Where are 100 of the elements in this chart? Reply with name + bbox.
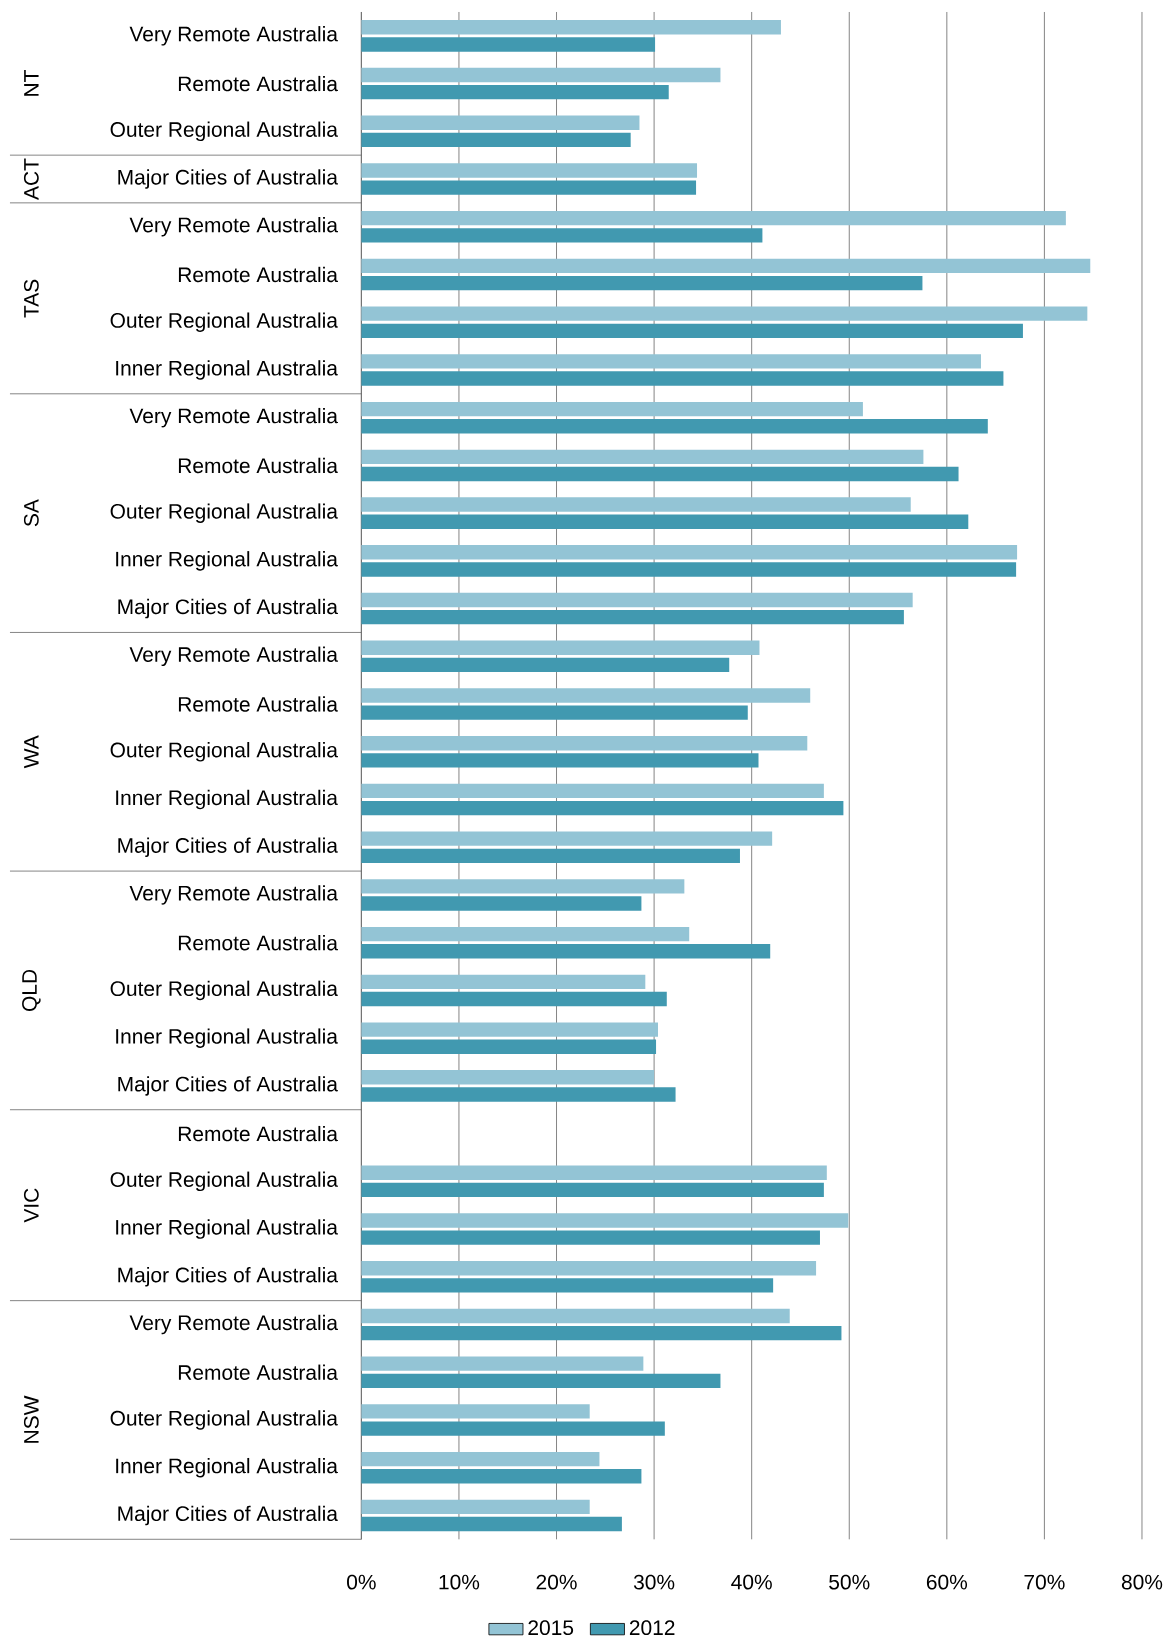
y-tick-label: Outer Regional Australia [110,503,338,523]
bar [361,1039,657,1054]
bar [361,640,760,655]
bar [361,275,923,291]
bar [361,354,982,369]
y-tick-label: Major Cities of Australia [118,1505,338,1526]
y-tick-label: Inner Regional Australia [116,789,338,810]
y-tick-label: Inner Regional Australia [116,360,338,380]
bar [361,688,811,703]
bar [361,705,748,720]
bar [361,1325,842,1341]
bar [361,1451,600,1467]
x-tick-label: 60% [926,1574,968,1590]
y-tick-label: Outer Regional Australia [110,1410,338,1430]
bar [361,991,667,1007]
y-tick-label: Outer Regional Australia [110,312,338,332]
y-tick-label: Major Cities of Australia [118,1076,338,1096]
bar [361,1070,655,1085]
bar [361,514,969,529]
bar [361,831,773,846]
bar [361,20,781,35]
y-tick-label: Very Remote Australia [129,26,338,46]
text: WA [24,735,39,769]
bar [361,323,1023,338]
legend-label: 2012 [629,1620,675,1636]
bar [361,1308,790,1324]
y-tick-label: Very Remote Australia [129,1314,338,1335]
bar [361,67,721,83]
bar [361,1404,590,1419]
legend-label: 2015 [528,1620,574,1636]
x-tick-label: 20% [536,1574,577,1590]
text: VIC [23,1188,39,1223]
bar [361,449,924,465]
bar [361,896,642,911]
x-tick-label: 0% [347,1574,376,1590]
x-tick-label: 50% [829,1574,870,1590]
y-tick-label: Major Cities of Australia [118,1267,338,1287]
bar [361,800,844,816]
bar [361,1182,824,1198]
bar [361,1356,644,1371]
bar [361,736,808,751]
y-tick-label: Very Remote Australia [129,217,338,237]
bar [361,592,913,608]
y-tick-label: Inner Regional Australia [116,1219,338,1239]
bar [361,132,631,148]
text: QLD [22,969,41,1011]
y-tick-label: Outer Regional Australia [110,742,338,762]
bar [361,1230,821,1245]
y-tick-label: Remote Australia [178,935,338,951]
bar [361,783,824,799]
y-tick-label: Remote Australia [178,75,338,92]
text: SA [23,499,39,527]
bar [361,1516,622,1532]
x-tick-label: 10% [439,1574,480,1590]
bar [361,1373,721,1389]
text: NSW [23,1395,39,1443]
bar [361,1278,774,1293]
y-tick-label: Outer Regional Australia [110,121,338,142]
bar [361,926,690,942]
x-tick-label: 70% [1024,1574,1065,1590]
bar [361,84,669,100]
y-tick-label: Major Cities of Australia [118,169,338,189]
bar [361,1087,676,1102]
bar [361,610,904,625]
y-tick-label: Very Remote Australia [129,407,338,428]
bar [361,1165,827,1180]
y-tick-label: Remote Australia [178,696,338,712]
y-tick-label: Remote Australia [178,266,338,283]
y-tick-label: Very Remote Australia [129,646,338,667]
y-tick-label: Remote Australia [178,1125,338,1142]
bar [361,1499,590,1515]
bar [361,37,656,52]
y-tick-label: Outer Regional Australia [110,980,338,1001]
bar [361,1421,665,1436]
x-tick-label: 80% [1121,1574,1163,1590]
bar [361,657,730,673]
y-tick-label: Outer Regional Australia [110,1171,338,1192]
text: NT [24,70,39,96]
bar [361,211,1066,226]
bar [361,1469,642,1484]
bar [361,466,959,482]
bar [361,258,1091,274]
bar [361,753,759,768]
bar [361,228,763,243]
bar [361,1022,659,1037]
y-tick-label: Major Cities of Australia [118,598,338,619]
bar [361,879,685,894]
x-tick-label: 40% [731,1574,772,1590]
y-tick-label: Remote Australia [178,457,338,474]
bar [361,944,771,959]
bar [361,115,640,130]
bar [361,848,740,864]
y-tick-label: Major Cities of Australia [118,837,338,858]
y-tick-label: Inner Regional Australia [116,1028,338,1048]
bar [361,163,698,178]
bar [361,974,646,990]
text: TAS [23,279,39,318]
bar [361,497,911,512]
bar [361,306,1088,321]
y-tick-label: Remote Australia [178,1364,338,1380]
